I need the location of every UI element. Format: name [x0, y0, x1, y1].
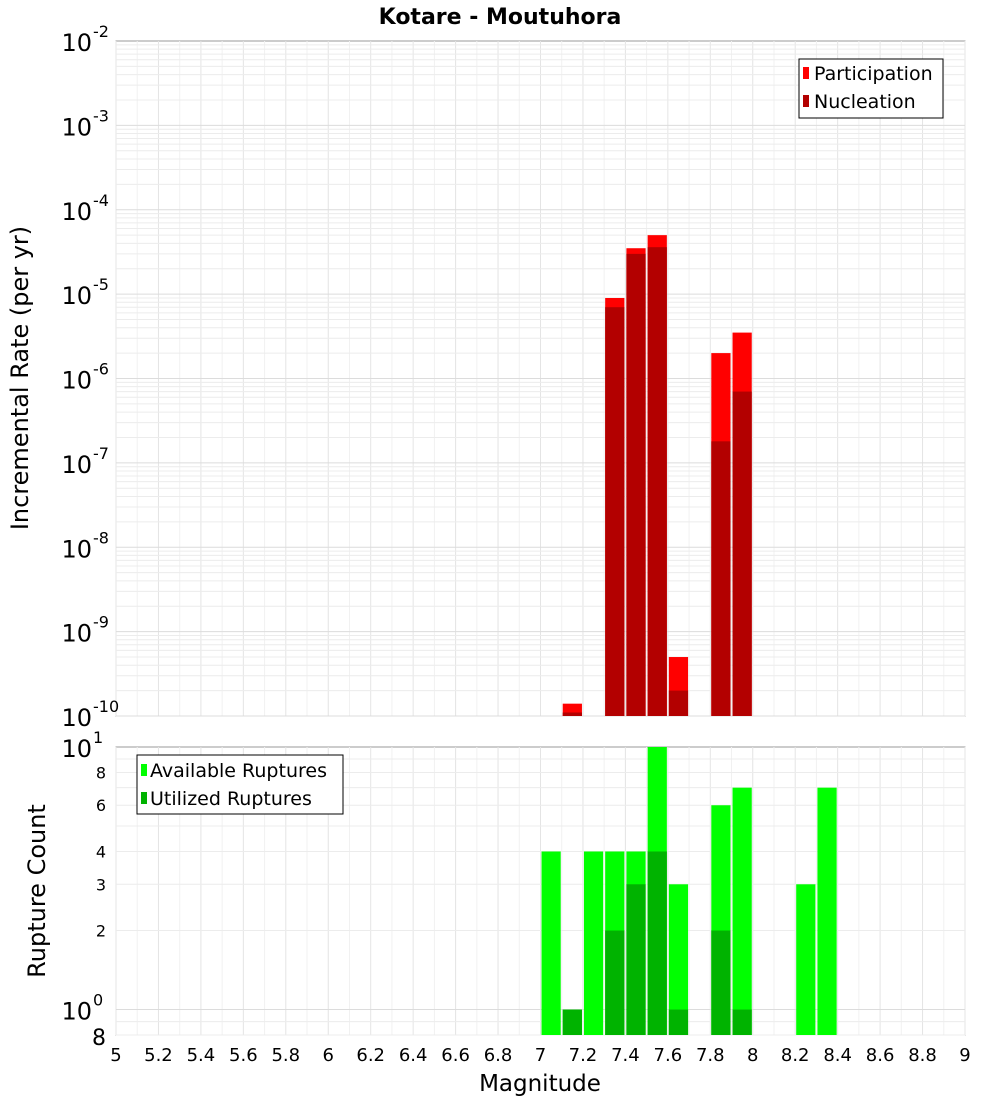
top-bar-nucleation — [562, 712, 582, 716]
bottom-bar-available-ruptures — [541, 851, 561, 1035]
bottom-bar-utilized-ruptures — [732, 1009, 752, 1035]
bottom-bar-available-ruptures — [583, 851, 604, 1035]
bottom-bar-utilized-ruptures — [626, 884, 646, 1035]
top-y-tick-exponent: -8 — [93, 528, 109, 547]
top-bar-nucleation — [647, 247, 667, 716]
top-y-tick-label: 10 — [61, 535, 92, 563]
bottom-y-tick-label: 8 — [96, 763, 106, 782]
legend-swatch-utilized-ruptures — [141, 792, 147, 804]
top-grid — [115, 41, 966, 717]
bottom-legend-box — [136, 754, 344, 815]
top-y-tick-label: 10 — [61, 451, 92, 479]
x-tick-labels: 5 5.2 5.4 5.6 5.8 6 6.2 6.4 6.6 6.8 7 7.2 7.4 7.6 7.8 8… — [110, 1045, 970, 1066]
bottom-y-tick-label: 10 — [61, 998, 92, 1026]
bottom-y-tick-label: 10 — [61, 735, 92, 763]
legend-label-nucleation: Nucleation — [814, 91, 916, 113]
top-bar-nucleation — [668, 690, 689, 716]
x-tick-label: 5.8 — [271, 1045, 300, 1066]
top-legend-box — [798, 58, 944, 119]
top-y-tick-exponent: -5 — [93, 275, 109, 294]
legend-label-participation: Participation — [814, 63, 933, 85]
x-tick-label: 6 — [323, 1045, 334, 1066]
x-tick-label: 5.6 — [229, 1045, 258, 1066]
top-y-tick-label: 10 — [61, 282, 92, 310]
top-y-tick-exponent: -10 — [93, 697, 119, 716]
x-tick-label: 8.8 — [908, 1045, 937, 1066]
bottom-bar-available-ruptures — [796, 884, 816, 1035]
x-tick-label: 9 — [959, 1045, 970, 1066]
bottom-bar-utilized-ruptures — [647, 851, 667, 1035]
bottom-bar-utilized-ruptures — [711, 930, 731, 1035]
x-tick-label: 8.4 — [823, 1045, 852, 1066]
x-tick-label: 5 — [110, 1045, 121, 1066]
x-tick-label: 6.8 — [484, 1045, 513, 1066]
legend-label-utilized-ruptures: Utilized Ruptures — [150, 788, 312, 810]
x-axis-label: Magnitude — [479, 1071, 601, 1097]
top-y-tick-exponent: -4 — [93, 191, 109, 210]
top-y-tick-exponent: -7 — [93, 444, 109, 463]
top-y-tick-exponent: -6 — [93, 360, 109, 379]
bottom-y-axis-label: Rupture Count — [23, 804, 51, 978]
x-tick-label: 7.2 — [569, 1045, 598, 1066]
top-bar-nucleation — [732, 391, 752, 716]
bottom-bar-available-ruptures — [817, 787, 837, 1035]
bottom-bar-utilized-ruptures — [605, 930, 625, 1035]
bottom-bar-available-ruptures — [732, 787, 752, 1035]
bottom-bar-utilized-ruptures — [668, 1009, 689, 1035]
bottom-bar-utilized-ruptures — [562, 1009, 582, 1035]
x-tick-label: 7 — [535, 1045, 546, 1066]
top-y-tick-label: 10 — [61, 620, 92, 648]
top-bar-nucleation — [711, 441, 731, 716]
bottom-y-tick-label: 2 — [96, 922, 106, 941]
chart-title: Kotare - Moutuhora — [379, 5, 622, 30]
x-tick-label: 8.2 — [781, 1045, 810, 1066]
x-tick-label: 6.2 — [356, 1045, 385, 1066]
top-y-tick-label: 10 — [61, 367, 92, 395]
top-y-tick-exponent: -3 — [93, 106, 109, 125]
top-y-tick-exponent: -2 — [93, 22, 109, 41]
legend-swatch-nucleation — [803, 95, 809, 107]
bottom-y-tick-label: 3 — [96, 875, 106, 894]
legend-label-available-ruptures: Available Ruptures — [150, 760, 327, 782]
top-bars — [562, 235, 752, 717]
x-tick-label: 8 — [747, 1045, 758, 1066]
top-bar-nucleation — [605, 307, 625, 716]
x-tick-label: 5.4 — [187, 1045, 216, 1066]
bottom-bar-available-ruptures — [668, 884, 689, 1035]
bottom-y-tick-exponent: 0 — [93, 991, 103, 1010]
x-tick-label: 5.2 — [144, 1045, 173, 1066]
x-tick-label: 7.4 — [611, 1045, 640, 1066]
x-tick-label: 8.6 — [866, 1045, 895, 1066]
top-bar-nucleation — [626, 253, 646, 716]
x-tick-label: 7.8 — [696, 1045, 725, 1066]
x-tick-label: 6.4 — [399, 1045, 428, 1066]
top-y-tick-label: 10 — [61, 113, 92, 141]
top-y-axis-label: Incremental Rate (per yr) — [6, 226, 34, 530]
top-y-tick-label: 10 — [61, 198, 92, 226]
bottom-legend: Available Ruptures Utilized Ruptures — [136, 754, 344, 815]
legend-swatch-available-ruptures — [141, 764, 147, 776]
x-tick-label: 7.6 — [654, 1045, 683, 1066]
bottom-y-tick-label: 6 — [96, 796, 106, 815]
bottom-y-tick-exponent: 1 — [93, 728, 103, 747]
legend-swatch-participation — [803, 67, 809, 79]
top-y-tick-label: 10 — [61, 29, 92, 57]
top-y-tick-exponent: -9 — [93, 613, 109, 632]
top-y-tick-label: 10 — [61, 704, 92, 732]
bottom-bars — [541, 747, 837, 1035]
top-legend: Participation Nucleation — [798, 58, 944, 119]
x-tick-label: 6.6 — [441, 1045, 470, 1066]
bottom-y-tick-label: 8 — [92, 1026, 106, 1051]
bottom-y-tick-label: 4 — [96, 842, 106, 861]
